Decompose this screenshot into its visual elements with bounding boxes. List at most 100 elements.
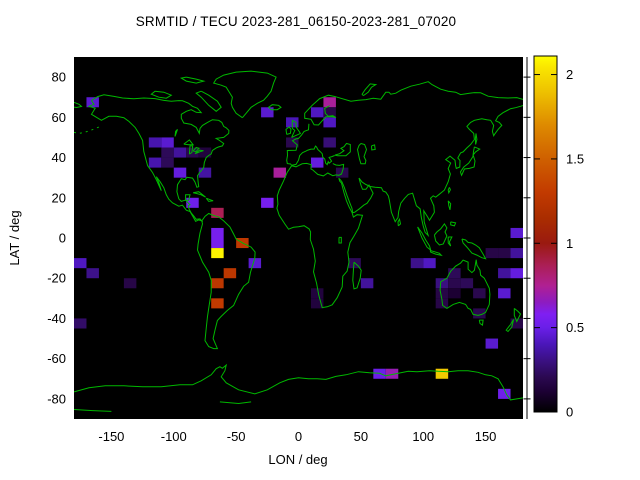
coastline-path [291, 119, 302, 138]
heatmap-cell [198, 167, 212, 178]
heatmap-cell [435, 278, 449, 289]
coastline-path [513, 308, 522, 323]
y-tick-label: 20 [52, 190, 66, 205]
coastline-path [339, 105, 523, 238]
coastline-path [459, 146, 481, 177]
heatmap-cell [435, 288, 449, 299]
colorbar-tick-label: 0.5 [566, 320, 584, 335]
coastline-path [304, 94, 337, 126]
coastline-path [194, 149, 204, 155]
coastline-path [478, 319, 484, 326]
y-tick-label: -80 [47, 391, 66, 406]
coastline-path [285, 126, 292, 135]
coastline-path [352, 261, 362, 290]
x-tick-label: -100 [161, 429, 187, 444]
coastline-path [505, 319, 515, 333]
coastline-path [291, 162, 345, 177]
colorbar [533, 55, 558, 413]
coastline-path [74, 101, 83, 109]
heatmap-cell [261, 197, 274, 208]
heatmap-cell [498, 268, 511, 279]
y-tick-label: 80 [52, 70, 66, 85]
heatmap-cell [248, 258, 262, 269]
y-tick-label: 0 [59, 231, 66, 246]
coastline-path [291, 145, 335, 166]
heatmap-cell [173, 167, 187, 178]
coastline-path [276, 165, 364, 309]
heatmap-cell [123, 278, 137, 289]
coastline-path [338, 236, 342, 244]
heatmap-cell [385, 368, 399, 379]
colorbar-tick-label: 1.5 [566, 151, 584, 166]
coastline-path [193, 191, 206, 198]
coastline-path [212, 70, 277, 119]
heatmap-cell [211, 207, 224, 218]
coastline-path [371, 144, 376, 151]
coastline-path [461, 238, 487, 260]
heatmap-cell [161, 157, 174, 168]
coastline-path [219, 401, 252, 405]
y-tick-label: -60 [47, 351, 66, 366]
coastline-path [174, 129, 178, 137]
heatmap-cell [211, 248, 224, 259]
heatmap-cell [410, 258, 424, 269]
heatmap-cell [198, 147, 212, 158]
colorbar-tick-label: 1 [566, 236, 573, 251]
coastline-path [150, 90, 173, 99]
coastline-path [74, 363, 523, 401]
coastline-path [195, 90, 222, 112]
coastline-path [334, 142, 351, 157]
heatmap-cell [510, 268, 523, 279]
heatmap-cell [510, 227, 523, 238]
heatmap-cell [323, 97, 336, 108]
heatmap-cell [161, 137, 174, 148]
x-tick-label: 0 [295, 429, 302, 444]
heatmap-cell [448, 278, 461, 289]
heatmap-cell [148, 157, 162, 168]
heatmap-cells-layer [74, 97, 523, 399]
coastline-path [192, 146, 200, 153]
heatmap-cell [148, 137, 162, 148]
heatmap-cell [485, 248, 499, 259]
heatmap-cell [211, 278, 224, 289]
heatmap-cell [448, 288, 461, 299]
coastline-path [335, 81, 523, 102]
coastline-path [429, 250, 443, 257]
heatmap-cell [310, 157, 324, 168]
coastline-path [447, 236, 453, 247]
heatmap-cell [323, 137, 336, 148]
heatmap-cell [448, 268, 461, 279]
heatmap-cell [186, 147, 199, 158]
y-tick-label: -20 [47, 271, 66, 286]
map-plot-area [74, 57, 523, 419]
coastline-path [439, 259, 491, 316]
coastline-path [74, 409, 112, 412]
y-tick-label: 60 [52, 110, 66, 125]
coastline-path [433, 223, 448, 246]
coastline-path [267, 104, 282, 111]
heatmap-cell [473, 288, 486, 299]
x-tick-label: -50 [227, 429, 246, 444]
colorbar-tick-label: 0 [566, 405, 573, 420]
x-tick-label: 100 [412, 429, 434, 444]
heatmap-cell [86, 268, 99, 279]
heatmap-cell [273, 167, 287, 178]
heatmap-cell [211, 298, 224, 309]
x-tick-label: 50 [354, 429, 368, 444]
heatmap-cell [473, 308, 486, 319]
heatmap-cell [286, 137, 299, 148]
coastline-path [205, 197, 214, 202]
y-tick-label: -40 [47, 311, 66, 326]
x-axis-label: LON / deg [268, 452, 328, 467]
heatmap-cell [173, 147, 187, 158]
heatmap-cell [498, 288, 511, 299]
heatmap-cell [435, 368, 449, 379]
heatmap-cell [223, 268, 237, 279]
coastline-path [447, 187, 451, 195]
y-tick-label: 40 [52, 150, 66, 165]
heatmap-cell [485, 338, 499, 349]
coastline-path [183, 139, 195, 146]
coastline-path [179, 76, 206, 84]
heatmap-cell [161, 147, 174, 158]
